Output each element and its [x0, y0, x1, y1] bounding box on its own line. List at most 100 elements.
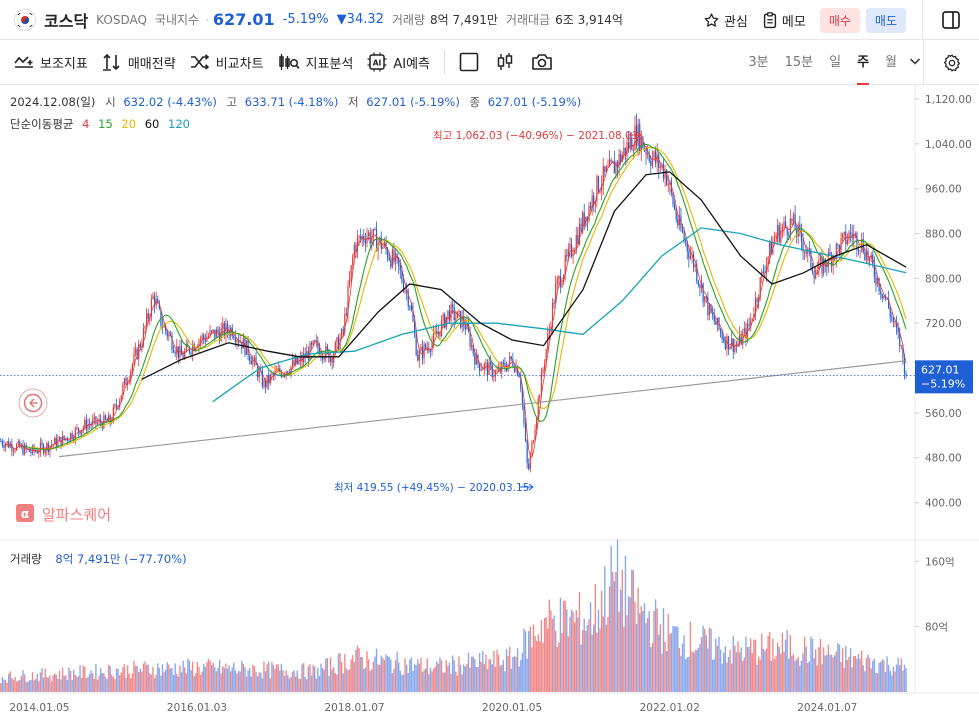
candle-body [84, 419, 86, 428]
compare-tool[interactable]: 비교차트 [190, 53, 264, 72]
candle-body [119, 400, 121, 408]
volume-bar [366, 651, 368, 692]
volume-bar [734, 645, 736, 692]
candle-body [456, 311, 458, 319]
candle-body [50, 444, 53, 446]
volume-bar [542, 643, 544, 692]
volume-bar [531, 647, 533, 692]
volume-bar [586, 624, 589, 692]
candle-body [239, 341, 241, 343]
period-3min[interactable]: 3분 [748, 55, 769, 70]
ma120-label: 120 [168, 117, 190, 131]
candle-body [762, 271, 764, 273]
volume-bar [895, 664, 898, 692]
volume-bar [634, 602, 636, 692]
candle-body [758, 298, 760, 303]
volume-bar [352, 655, 354, 692]
period-day[interactable]: 일 [829, 55, 842, 70]
candle-body [715, 321, 717, 325]
candle-body [298, 360, 300, 364]
volume-bar [301, 664, 303, 692]
candle-body [903, 357, 906, 374]
candle-body [60, 436, 62, 446]
volume-bar [321, 667, 324, 692]
candle-body [632, 150, 634, 152]
period-dropdown[interactable] [909, 40, 921, 85]
volume-bar [778, 646, 780, 692]
volume-bar [550, 610, 552, 692]
volume-bar [147, 664, 149, 692]
volume-bar [569, 616, 571, 692]
volume-bar [250, 676, 252, 692]
candle-body [873, 264, 875, 277]
volume-bar [794, 660, 796, 692]
candle-body [507, 363, 509, 371]
price-chart[interactable]: 2024.12.08(일) 시 632.02 (-4.43%) 고 633.71… [0, 85, 979, 724]
candle-style-button[interactable] [495, 52, 521, 72]
sell-button[interactable]: 매도 [865, 7, 906, 33]
memo-button[interactable]: 메모 [762, 11, 806, 30]
volume-bar [47, 677, 50, 692]
volume-bar [835, 651, 838, 692]
candle-body [723, 339, 725, 342]
volume-bar [402, 674, 405, 692]
period-15min[interactable]: 15분 [784, 55, 814, 70]
chart-style-square-button[interactable] [459, 52, 485, 72]
candle-body [434, 331, 436, 333]
period-month[interactable]: 월 [885, 55, 897, 70]
watch-button[interactable]: 관심 [703, 11, 748, 30]
volume-bar [803, 636, 806, 692]
gear-icon [943, 53, 960, 72]
candle-body [789, 218, 791, 236]
screenshot-button[interactable] [531, 53, 559, 71]
volume-bar [120, 672, 122, 692]
volume-bar [302, 662, 305, 692]
candle-body [421, 346, 424, 359]
candle-body [184, 350, 186, 359]
candle-body [402, 281, 405, 292]
candle-body [512, 358, 514, 367]
volume-bar [878, 662, 880, 692]
candle-body [44, 450, 46, 454]
candle-body [770, 242, 772, 255]
scroll-back-button[interactable] [18, 388, 48, 418]
candle-body [263, 380, 265, 387]
candle-body [76, 427, 78, 429]
volume-bar [651, 643, 654, 692]
volume-bar [114, 679, 116, 692]
ai-forecast-tool[interactable]: AI AI예측 [367, 52, 430, 72]
last-price-pct: −5.19% [921, 377, 965, 390]
buy-button[interactable]: 매수 [819, 7, 860, 33]
candle-body [639, 123, 641, 152]
analysis-tool[interactable]: 지표분석 [278, 53, 353, 72]
candle-body [6, 441, 8, 445]
volume-bar [423, 669, 425, 692]
candle-body [423, 344, 425, 359]
volume-bar [15, 681, 18, 692]
panel-toggle-button[interactable] [923, 0, 979, 40]
candle-body [364, 240, 367, 244]
period-week[interactable]: 주 [857, 40, 869, 85]
volume-bar [826, 654, 828, 692]
strategy-tool[interactable]: 매매전략 [102, 53, 176, 72]
candle-body [252, 360, 254, 365]
volume-bar [621, 570, 623, 692]
candle-body [426, 347, 428, 349]
candle-body [528, 463, 530, 469]
candle-body [623, 147, 625, 155]
candle-body [122, 384, 124, 396]
candle-body [502, 362, 504, 364]
indicator-tool[interactable]: 보조지표 [14, 53, 88, 72]
settings-button[interactable] [923, 40, 979, 85]
candle-body [518, 375, 520, 378]
volume-bar [65, 675, 67, 692]
volume-bar [214, 667, 216, 692]
volume-bar [99, 668, 102, 692]
volume-bar [39, 672, 42, 692]
candle-body [480, 369, 482, 371]
candle-body [68, 440, 70, 442]
volume-bar [331, 669, 333, 692]
candle-body [673, 204, 676, 210]
candle-body [77, 427, 80, 432]
volume-bar [886, 656, 888, 692]
